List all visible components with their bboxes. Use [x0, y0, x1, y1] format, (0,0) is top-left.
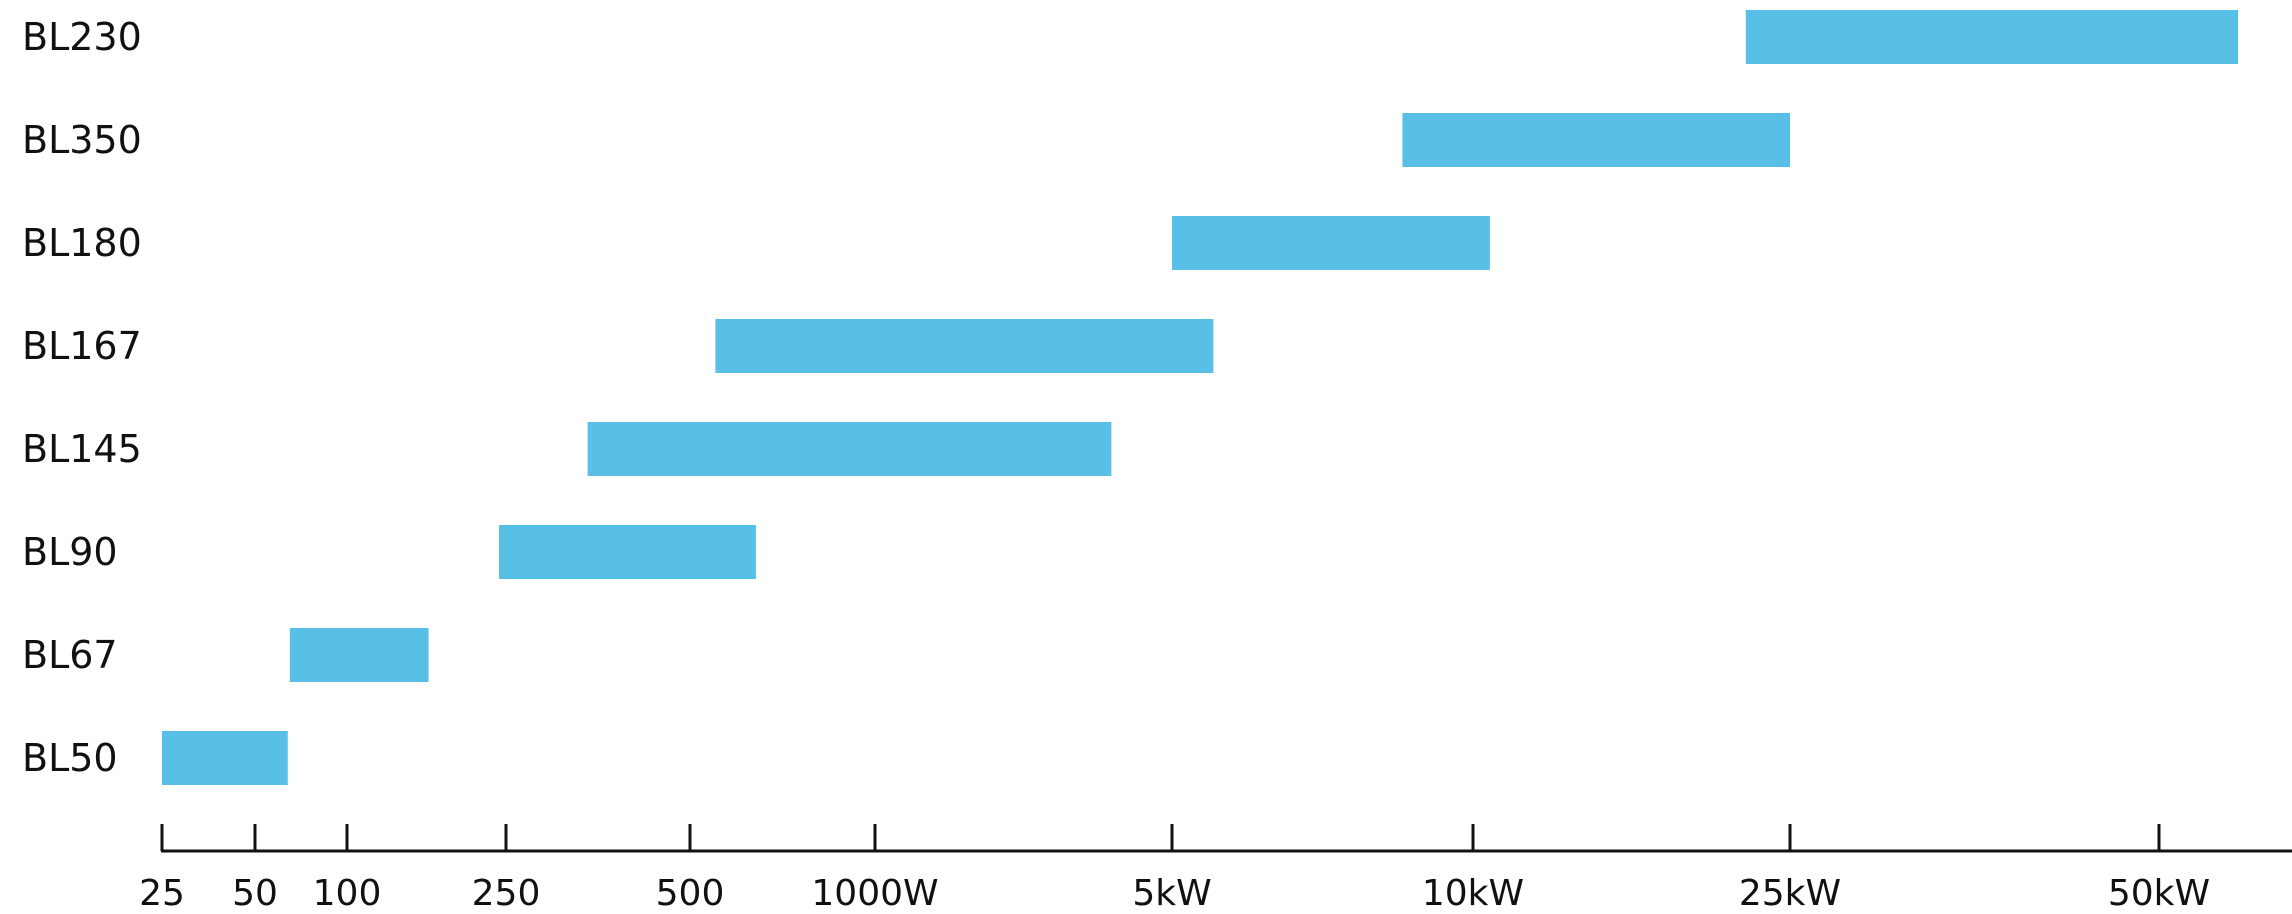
row-label-bl145: BL145 [22, 427, 142, 471]
range-bar-bl90 [498, 525, 756, 579]
row-label-bl180: BL180 [22, 221, 142, 265]
x-tick-label-250: 250 [472, 873, 541, 914]
row-labels: BL230 BL350 BL180 BL167 BL145 BL90 BL67 BL50 [22, 15, 142, 780]
x-tick-label-500: 500 [656, 873, 725, 914]
range-bar-bl145 [587, 422, 1112, 476]
row-label-bl50: BL50 [22, 736, 118, 780]
range-bars [162, 10, 2239, 785]
range-bar-bl167 [715, 319, 1214, 373]
row-label-bl350: BL350 [22, 118, 142, 162]
row-label-bl230: BL230 [22, 15, 142, 59]
range-bar-bl350 [1402, 113, 1790, 167]
row-label-bl167: BL167 [22, 324, 142, 368]
x-tick-label-50: 50 [232, 873, 278, 914]
x-tick-label-25: 25 [139, 873, 185, 914]
x-tick-label-10kw: 10kW [1422, 873, 1524, 914]
range-bar-bl67 [289, 628, 429, 682]
x-tick-label-100: 100 [313, 873, 382, 914]
x-tick-label-25kw: 25kW [1739, 873, 1841, 914]
x-axis-ticks [160, 824, 2161, 851]
x-axis-tick-labels: 25 50 100 250 500 1000W 5kW 10kW 25kW 50kW [139, 873, 2210, 914]
row-label-bl90: BL90 [22, 530, 118, 574]
x-tick-label-1000w: 1000W [811, 873, 938, 914]
x-tick-label-50kw: 50kW [2108, 873, 2210, 914]
range-bar-bl50 [162, 731, 288, 785]
range-bar-bl230 [1745, 10, 2239, 64]
row-label-bl67: BL67 [22, 633, 118, 677]
range-bar-bl180 [1172, 216, 1490, 270]
x-tick-label-5kw: 5kW [1132, 873, 1211, 914]
